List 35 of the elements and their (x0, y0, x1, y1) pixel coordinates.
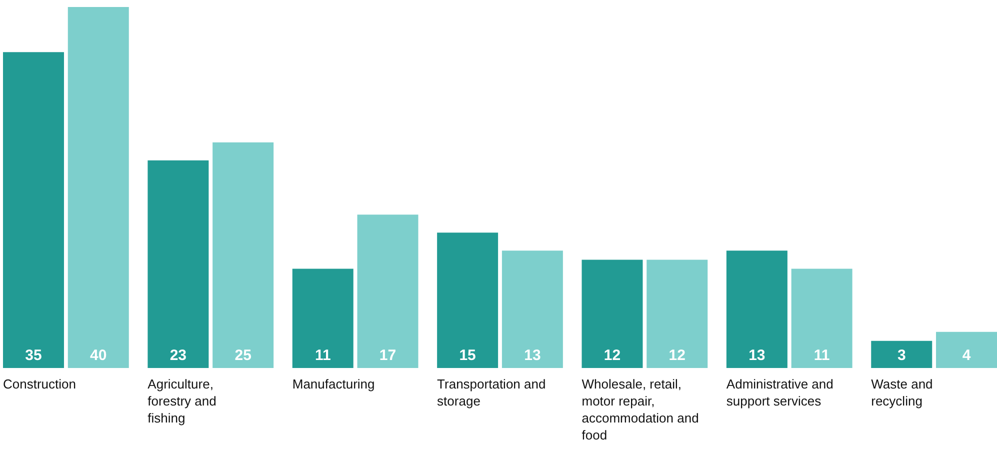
bar (582, 260, 643, 368)
bar (646, 260, 708, 368)
data-label: 4 (962, 347, 972, 364)
x-tick-label: Manufacturing (292, 376, 375, 392)
data-label: 17 (379, 347, 396, 364)
data-label: 11 (814, 347, 830, 364)
data-label: 3 (897, 347, 906, 364)
bar (148, 160, 209, 368)
bar (502, 250, 563, 368)
data-label: 12 (604, 347, 621, 364)
bar (357, 214, 418, 368)
x-tick-label: Wholesale, retail, motor repair, accommodation and food (582, 376, 699, 442)
data-label: 25 (234, 347, 252, 364)
bar (68, 7, 129, 368)
bar (292, 268, 354, 368)
data-label: 13 (524, 347, 541, 364)
data-label: 12 (668, 347, 686, 364)
bar (791, 268, 852, 368)
data-label: 23 (170, 347, 187, 364)
bar (212, 142, 274, 368)
bar (726, 250, 788, 368)
bar (3, 52, 64, 368)
x-tick-label: Construction (3, 376, 76, 392)
data-label: 13 (748, 347, 766, 364)
x-tick-label: Agriculture, forestry and fishing (148, 376, 216, 426)
bar (871, 340, 932, 368)
x-tick-label: Transportation and storage (437, 376, 546, 408)
x-tick-label: Administrative and support services (726, 376, 834, 408)
x-tick-label: Waste and recycling (871, 376, 933, 408)
data-label: 11 (314, 347, 331, 364)
data-label: 15 (459, 347, 476, 364)
data-label: 40 (90, 347, 107, 364)
bar (437, 232, 498, 368)
bar (936, 332, 997, 368)
data-label: 35 (25, 347, 42, 364)
